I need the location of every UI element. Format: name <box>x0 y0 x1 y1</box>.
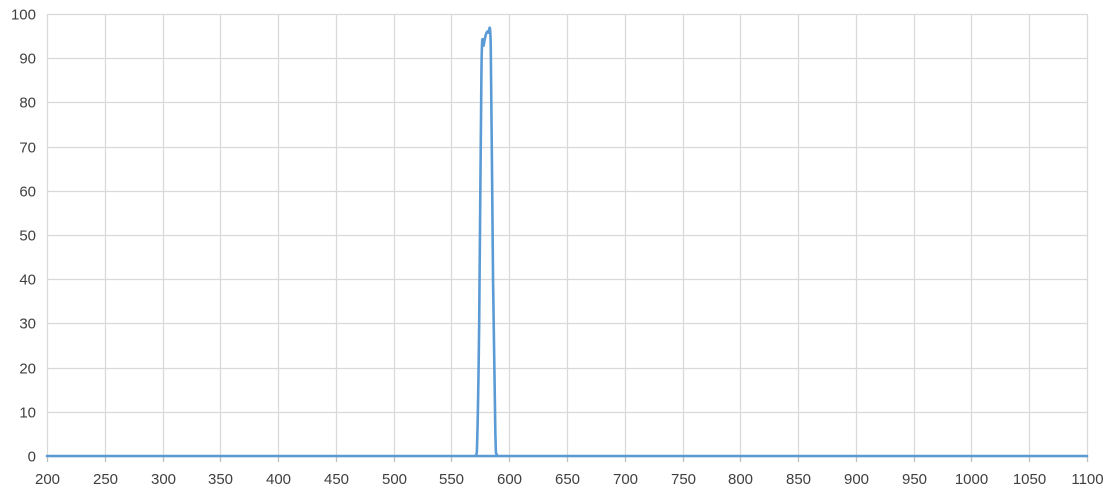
x-tick-label: 950 <box>902 471 927 488</box>
x-tick-label: 200 <box>35 471 60 488</box>
y-tick-label: 10 <box>19 405 36 422</box>
tick-label-layer: 0 10 20 30 40 50 60 70 80 90 100 200 250 300 350 400 450… <box>11 7 1104 489</box>
x-tick-label: 250 <box>93 471 118 488</box>
x-tick-label: 450 <box>324 471 349 488</box>
series-line <box>45 26 1089 458</box>
x-tick-label: 300 <box>151 471 176 488</box>
x-tick-label: 400 <box>266 471 291 488</box>
x-tick-label: 850 <box>786 471 811 488</box>
y-tick-label: 30 <box>19 316 36 333</box>
series-layer <box>45 26 1089 458</box>
x-tick-label: 1000 <box>955 471 988 488</box>
y-tick-label: 100 <box>11 7 36 24</box>
y-tick-label: 90 <box>19 51 36 68</box>
y-tick-label: 70 <box>19 140 36 157</box>
x-tick-label: 550 <box>439 471 464 488</box>
x-tick-label: 650 <box>555 471 580 488</box>
y-tick-label: 50 <box>19 228 36 245</box>
y-tick-label: 80 <box>19 95 36 112</box>
x-tick-label: 900 <box>844 471 869 488</box>
x-tick-label: 600 <box>497 471 522 488</box>
y-tick-label: 20 <box>19 361 36 378</box>
x-tick-label: 800 <box>728 471 753 488</box>
x-tick-label: 1050 <box>1013 471 1046 488</box>
x-tick-label: 1100 <box>1071 471 1103 488</box>
y-tick-label: 0 <box>28 449 36 466</box>
y-tick-label: 60 <box>19 184 36 201</box>
y-tick-label: 40 <box>19 272 36 289</box>
grid-layer <box>46 13 1089 456</box>
x-tick-label: 750 <box>671 471 696 488</box>
x-tick-label: 500 <box>382 471 407 488</box>
x-tick-label: 350 <box>208 471 233 488</box>
x-tick-label: 700 <box>613 471 638 488</box>
